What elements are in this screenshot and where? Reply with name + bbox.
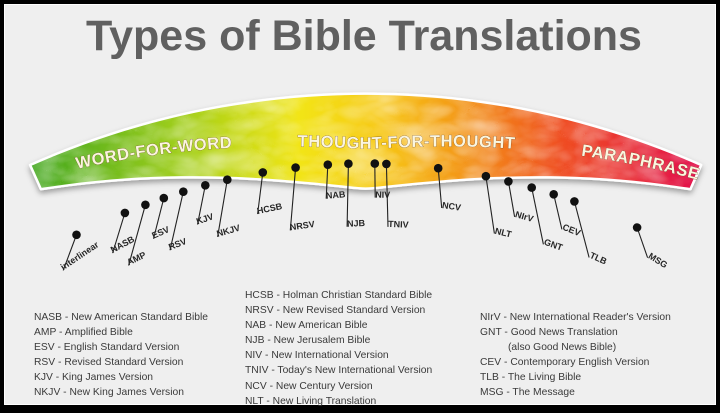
svg-text:AMP: AMP xyxy=(125,250,147,268)
svg-text:TNIV: TNIV xyxy=(388,219,409,230)
svg-text:MSG: MSG xyxy=(647,251,670,270)
svg-text:NAB: NAB xyxy=(326,189,347,200)
svg-text:TLB: TLB xyxy=(588,250,609,266)
svg-text:NRSV: NRSV xyxy=(289,219,315,232)
svg-text:NLT: NLT xyxy=(494,226,513,240)
svg-text:NCV: NCV xyxy=(441,200,461,213)
svg-text:HCSB: HCSB xyxy=(256,201,283,216)
svg-text:KJV: KJV xyxy=(195,211,215,226)
svg-text:NIrV: NIrV xyxy=(514,209,535,224)
svg-text:THOUGHT-FOR-THOUGHT: THOUGHT-FOR-THOUGHT xyxy=(297,132,516,152)
svg-text:CEV: CEV xyxy=(561,222,582,238)
svg-text:GNT: GNT xyxy=(543,237,565,253)
svg-text:NIV: NIV xyxy=(375,190,390,200)
svg-text:NJB: NJB xyxy=(347,218,366,229)
svg-text:interlinear: interlinear xyxy=(59,239,101,272)
svg-text:ESV: ESV xyxy=(150,224,171,240)
svg-text:RSV: RSV xyxy=(167,236,188,252)
